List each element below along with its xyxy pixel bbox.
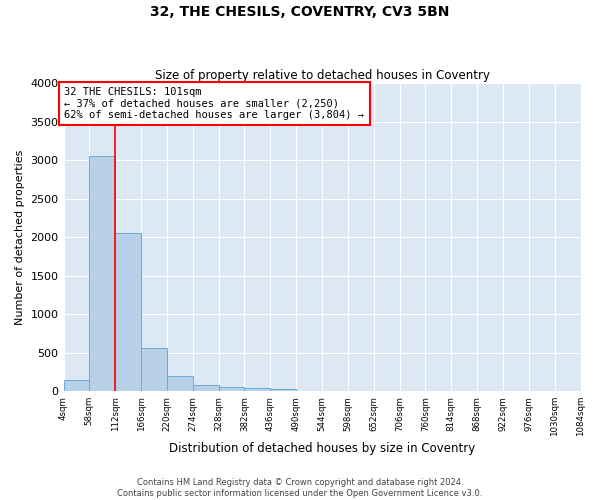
Text: 32, THE CHESILS, COVENTRY, CV3 5BN: 32, THE CHESILS, COVENTRY, CV3 5BN [151,5,449,19]
Y-axis label: Number of detached properties: Number of detached properties [15,150,25,325]
Bar [218,387,244,391]
Bar [244,388,271,391]
Bar [167,376,193,391]
Title: Size of property relative to detached houses in Coventry: Size of property relative to detached ho… [155,69,490,82]
Text: Contains HM Land Registry data © Crown copyright and database right 2024.
Contai: Contains HM Land Registry data © Crown c… [118,478,482,498]
Bar [141,348,167,391]
Bar [271,389,296,391]
X-axis label: Distribution of detached houses by size in Coventry: Distribution of detached houses by size … [169,442,475,455]
Bar [115,232,141,391]
Bar [193,385,218,391]
Bar [89,156,115,391]
Bar [64,380,89,391]
Text: 32 THE CHESILS: 101sqm
← 37% of detached houses are smaller (2,250)
62% of semi-: 32 THE CHESILS: 101sqm ← 37% of detached… [64,87,364,120]
